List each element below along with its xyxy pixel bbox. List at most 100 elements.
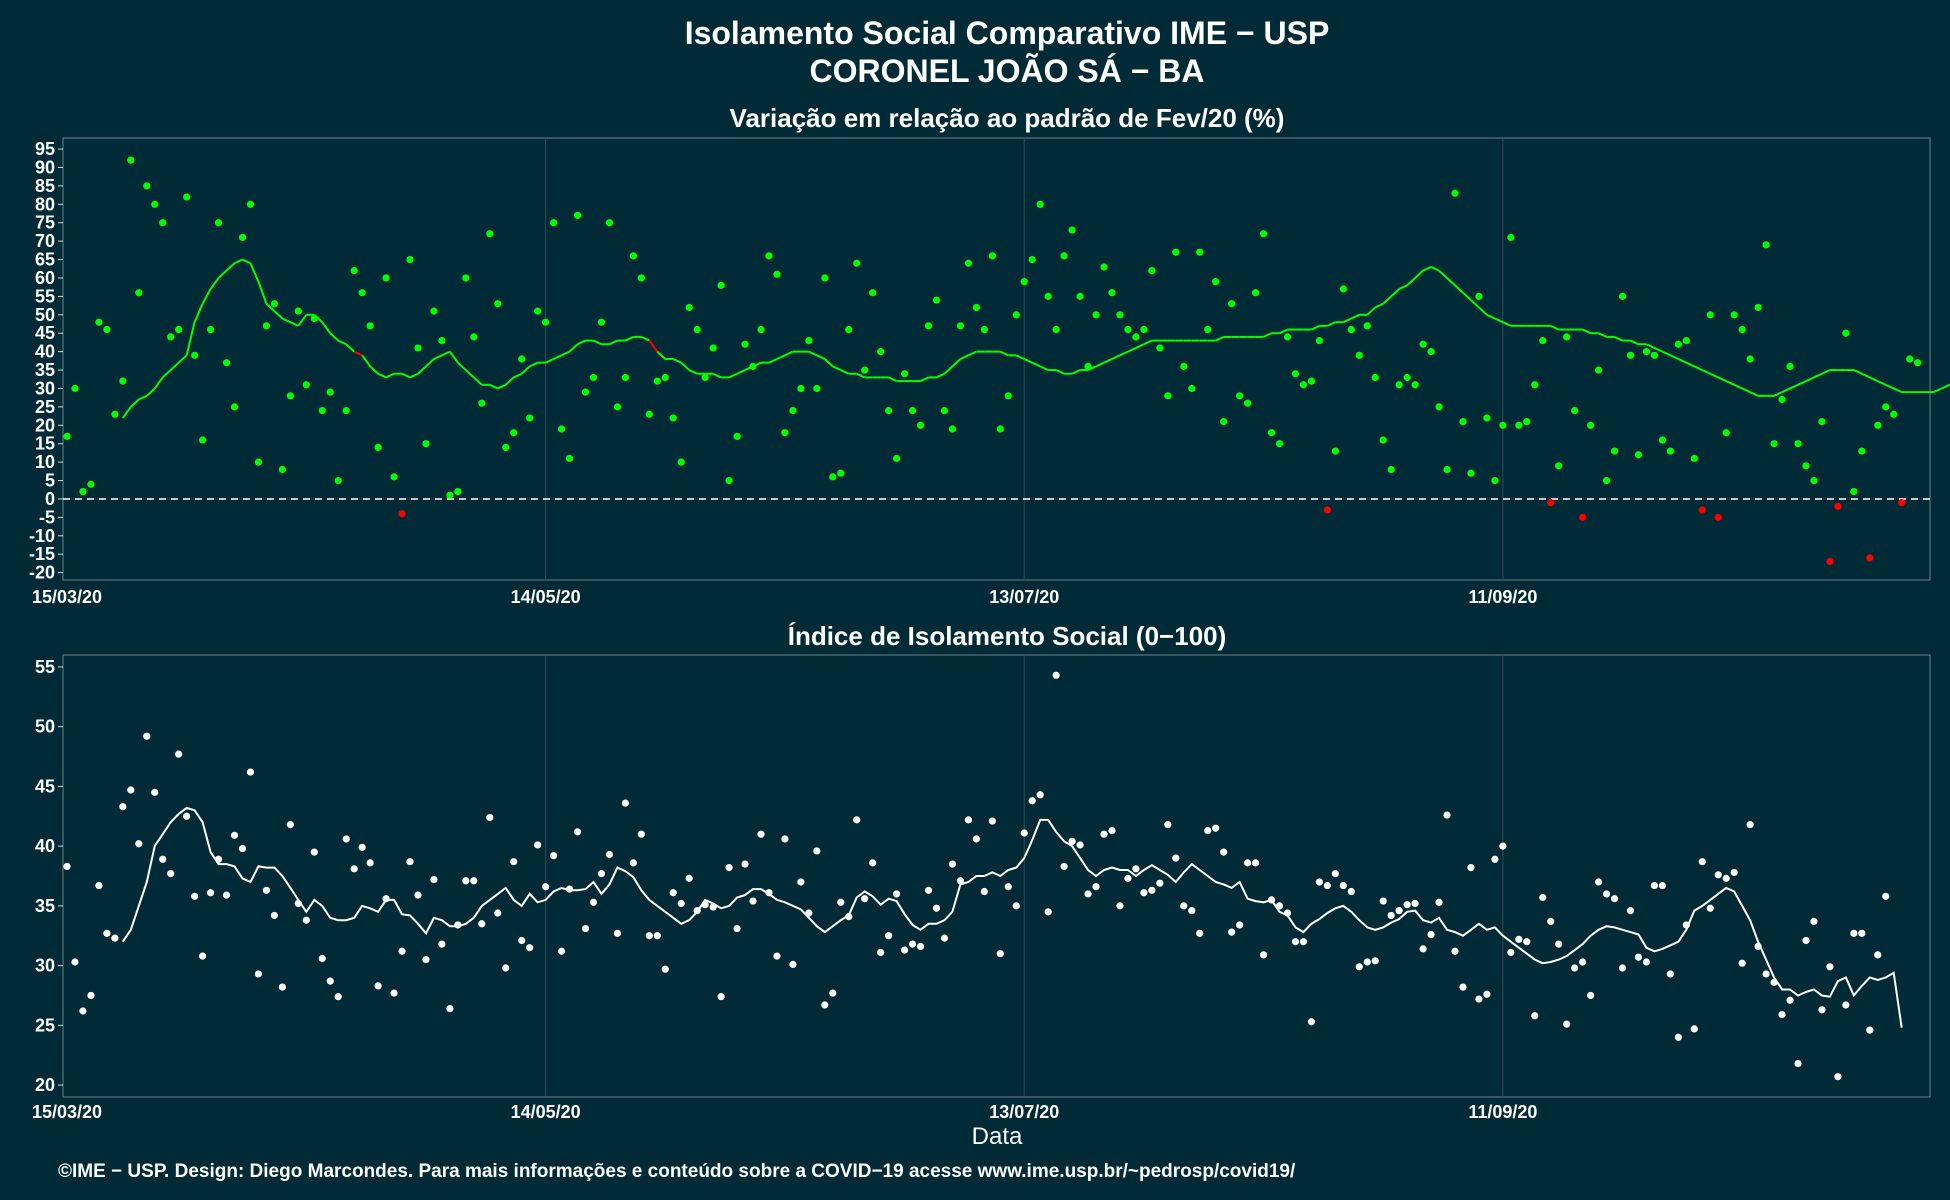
panel-1-moving-average-segment (816, 354, 826, 360)
panel-1-data-point (701, 373, 709, 382)
panel-1-moving-average-segment (1398, 284, 1408, 290)
panel-1-moving-average-segment (1805, 376, 1815, 383)
panel-1-data-point (1874, 421, 1882, 429)
panel-1-data-point (637, 274, 645, 282)
panel-1-moving-average-segment (1215, 335, 1225, 342)
panel-1-data-point (1794, 440, 1802, 448)
panel-2-data-point (199, 952, 207, 960)
panel-2-data-point (1515, 935, 1523, 943)
panel-2-data-point (964, 816, 973, 824)
panel-1-moving-average-segment (1103, 358, 1113, 364)
panel-1-data-point (199, 436, 207, 444)
panel-1-data-point (478, 399, 486, 407)
panel-1-data-point (1539, 336, 1547, 345)
panel-2-data-point (932, 904, 941, 912)
panel-2-y-tick-label: 55 (35, 657, 55, 677)
panel-1-moving-average-segment (193, 303, 204, 323)
panel-1-moving-average-segment (441, 350, 451, 357)
panel-1-data-point (557, 425, 566, 433)
panel-1-data-point (893, 454, 901, 463)
panel-2-data-point (621, 799, 629, 807)
panel-1-data-point (1036, 200, 1044, 208)
panel-1-y-tick-label: -5 (39, 507, 55, 527)
panel-1-data-point (1882, 403, 1890, 411)
panel-2-data-point (741, 860, 749, 868)
panel-1-moving-average-segment (185, 321, 196, 356)
panel-1-y-tick-label: 20 (35, 415, 55, 435)
panel-2-data-point (845, 913, 853, 921)
panel-2-data-point (1794, 1059, 1802, 1068)
panel-2-data-point (1563, 1020, 1571, 1028)
panel-2-data-point (1100, 830, 1108, 838)
panel-2-data-point (1172, 854, 1180, 862)
panel-1-moving-average-segment (808, 350, 818, 357)
panel-1-moving-average-segment (457, 361, 467, 371)
panel-1-data-point (470, 333, 478, 341)
panel-1-data-point (924, 322, 933, 330)
panel-1-moving-average-segment (648, 339, 659, 353)
panel-1-data-point (1243, 399, 1252, 407)
panel-1-data-point (1762, 241, 1770, 249)
panel-1-data-point (1092, 311, 1100, 319)
panel-1-data-point (837, 469, 845, 477)
panel-1-data-point (621, 373, 629, 382)
panel-1-data-point (1291, 370, 1300, 378)
panel-1-data-point (645, 410, 653, 418)
panel-1-data-point (1706, 311, 1714, 319)
panel-1-data-point (1515, 421, 1523, 429)
panel-2-data-point (534, 841, 542, 849)
panel-2-data-point (1618, 964, 1627, 972)
panel-1-data-point (294, 307, 302, 315)
panel-2-data-point (1451, 947, 1459, 955)
panel-2-data-point (637, 830, 645, 838)
panel-1-data-point (1523, 418, 1531, 426)
panel-2-data-point (1874, 951, 1882, 959)
panel-1-x-tick-label: 14/05/20 (511, 587, 581, 607)
panel-2-moving-average-line (121, 806, 1903, 1028)
panel-2-data-point (478, 920, 486, 928)
panel-2-data-point (749, 897, 757, 905)
panel-1-data-point (741, 340, 749, 348)
panel-1-moving-average-segment (1382, 295, 1392, 305)
panel-1-data-point (1754, 303, 1762, 312)
panel-2-data-point (1842, 1001, 1850, 1009)
panel-1-data-point (1626, 351, 1635, 359)
panel-2-data-point (1243, 859, 1252, 867)
panel-1-data-point (1906, 355, 1914, 363)
panel-2-data-point (294, 899, 302, 908)
panel-2-data-point (821, 1001, 829, 1009)
panel-1-moving-average-segment (1326, 321, 1336, 327)
panel-1-data-point (1746, 355, 1754, 363)
panel-1-moving-average-segment (768, 358, 778, 364)
panel-2-data-point (1626, 907, 1635, 915)
panel-1-data-point (1858, 447, 1866, 455)
panel-2-data-point (1076, 841, 1084, 849)
panel-2-data-point (924, 886, 933, 894)
panel-2-data-point (398, 947, 406, 955)
panel-2-data-point (1092, 883, 1100, 891)
panel-2-data-point (1355, 963, 1363, 971)
panel-2-data-point (1443, 811, 1451, 819)
panel-2-data-point (813, 847, 821, 855)
panel-1-data-point (1068, 226, 1076, 234)
panel-1-data-point (422, 440, 430, 448)
panel-2-data-point (119, 803, 127, 811)
panel-1-data-point (996, 425, 1004, 433)
panel-2-data-point (1858, 929, 1866, 937)
panel-1-moving-average-segment (1366, 306, 1376, 316)
panel-1-moving-average-segment (1263, 332, 1272, 338)
panel-2-data-point (988, 817, 996, 825)
panel-2-data-point (542, 883, 550, 891)
panel-2-data-point (1459, 983, 1467, 991)
panel-2-data-point (1403, 901, 1411, 909)
panel-2-y-tick-label: 40 (35, 836, 55, 856)
panel-1-data-point (605, 219, 614, 227)
panel-1-y-tick-label: 5 (45, 471, 55, 491)
panel-2-data-point (1754, 942, 1762, 951)
panel-1-data-point (781, 429, 789, 437)
panel-1-moving-average-segment (1614, 335, 1623, 342)
panel-1-moving-average-segment (1749, 391, 1759, 397)
panel-2-data-point (167, 870, 175, 878)
panel-1-moving-average-segment (122, 406, 132, 419)
